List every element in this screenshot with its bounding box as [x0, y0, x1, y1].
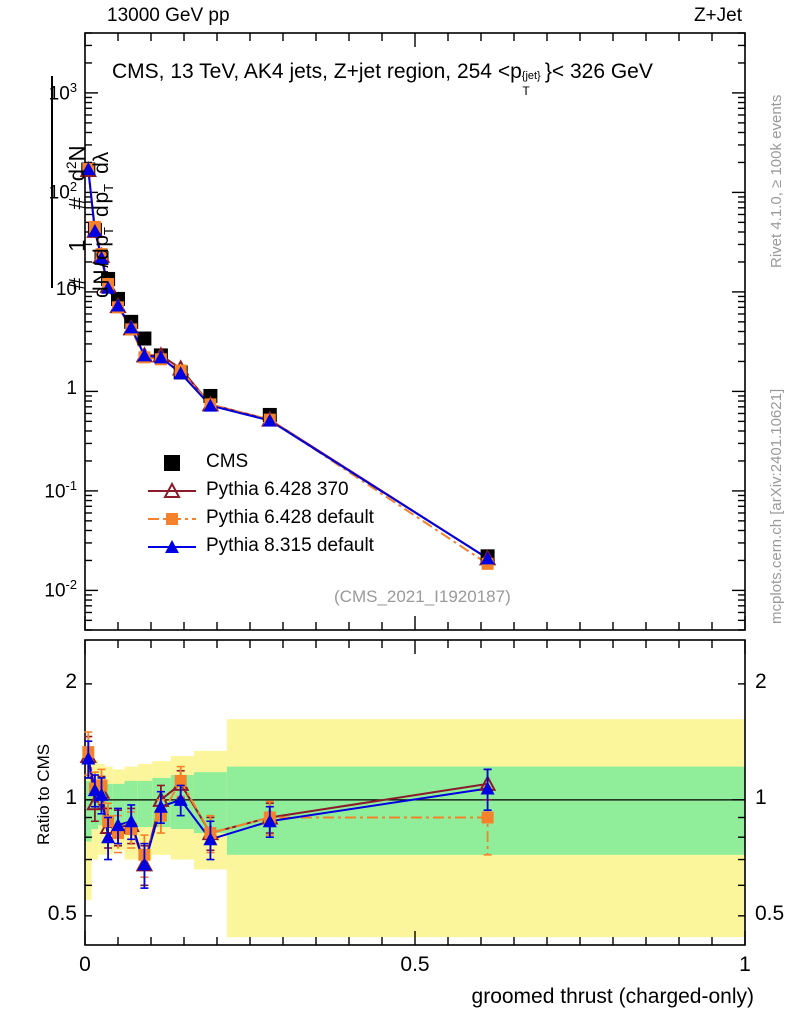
data-marker-square: [164, 455, 180, 471]
data-marker-triangle: [101, 830, 116, 844]
data-marker-triangle: [480, 551, 495, 565]
data-marker-triangle: [480, 781, 495, 795]
ratio-band-inner: [137, 780, 153, 828]
data-marker-triangle: [101, 280, 116, 294]
title-subscript: T: [522, 84, 530, 99]
ratio-ytick-label-right: 2: [755, 669, 767, 693]
ratio-band-inner: [124, 780, 138, 826]
data-marker-triangle: [173, 366, 188, 380]
main-ytick-label: 10: [55, 278, 77, 300]
data-marker-square: [481, 811, 494, 824]
title-main-text: CMS, 13 TeV, AK4 jets, Z+jet region, 254…: [112, 60, 522, 83]
xaxis-tick-label: 1: [739, 953, 751, 976]
data-marker-triangle: [203, 832, 218, 846]
header-beam-label: 13000 GeV pp: [107, 5, 230, 26]
ratio-ytick-label-right: 1: [755, 785, 767, 809]
title-superscript: {jet}: [521, 70, 541, 83]
xaxis-tick-label: 0: [79, 953, 91, 976]
data-marker-square: [137, 331, 152, 346]
yaxis-fraction-bar: [51, 76, 53, 288]
data-marker-triangle: [153, 350, 168, 364]
data-marker-triangle: [111, 818, 125, 832]
data-marker-triangle: [94, 250, 109, 264]
ratio-ytick-label: 1: [65, 785, 77, 809]
yaxis-numerator: #1#d2N: [64, 145, 90, 290]
data-marker-square: [174, 774, 187, 787]
data-marker-triangle: [81, 161, 96, 175]
yaxis-fraction: #1#d2N d N / d pTd pTdλ: [20, 40, 116, 340]
data-marker-triangle-open: [163, 481, 181, 498]
data-marker-triangle: [87, 223, 102, 237]
data-marker-triangle: [262, 413, 277, 427]
ratio-ytick-label: 2: [65, 669, 77, 693]
data-marker-triangle: [137, 857, 152, 871]
ratio-ytick-label: 0.5: [47, 901, 77, 925]
ratio-band-inner: [112, 783, 125, 826]
analysis-watermark: (CMS_2021_I1920187): [334, 587, 511, 606]
main-yaxis-label: #1#d2N d N / d pTd pTdλ: [6, 40, 116, 330]
main-ytick-label: 102: [48, 179, 77, 204]
ratio-ytick-label-right: 0.5: [755, 901, 785, 925]
data-marker-triangle: [173, 792, 188, 806]
data-marker-triangle: [124, 320, 139, 334]
ratio-band-inner: [85, 780, 92, 842]
data-marker-triangle: [165, 540, 179, 553]
data-marker-triangle: [262, 814, 277, 828]
data-marker-triangle: [124, 814, 139, 828]
xaxis-tick-label: 0.5: [400, 953, 430, 976]
title-tail-text: }< 326 GeV: [544, 60, 653, 83]
ratio-yaxis-label: Ratio to CMS: [34, 743, 53, 845]
main-series-line: [87, 168, 489, 565]
legend-label-1[interactable]: Pythia 6.428 370: [206, 479, 349, 500]
main-panel-frame: [84, 32, 746, 631]
main-panel-title: CMS, 13 TeV, AK4 jets, Z+jet region, 254…: [112, 60, 653, 98]
legend-label-0[interactable]: CMS: [206, 451, 249, 472]
main-ytick-label: 103: [48, 79, 77, 105]
data-marker-triangle: [153, 799, 168, 813]
main-ytick-label: 10-2: [44, 577, 77, 602]
data-marker-square: [166, 513, 178, 525]
xaxis-label: groomed thrust (charged-only): [471, 985, 754, 1008]
data-marker-triangle: [94, 787, 109, 801]
legend-label-2[interactable]: Pythia 6.428 default: [206, 507, 374, 528]
data-marker-triangle: [111, 298, 125, 312]
ratio-series-line: [87, 751, 488, 858]
header-process-label: Z+Jet: [693, 5, 742, 26]
yaxis-denominator: d N / d pTd pTdλ: [90, 151, 117, 298]
legend-label-3[interactable]: Pythia 8.315 default: [206, 535, 374, 556]
data-marker-triangle: [87, 783, 102, 797]
data-marker-triangle: [81, 751, 96, 765]
data-marker-triangle: [203, 398, 218, 412]
main-ytick-label: 10-1: [44, 477, 77, 503]
main-ytick-label: 1: [66, 378, 77, 400]
data-marker-triangle: [137, 348, 152, 362]
